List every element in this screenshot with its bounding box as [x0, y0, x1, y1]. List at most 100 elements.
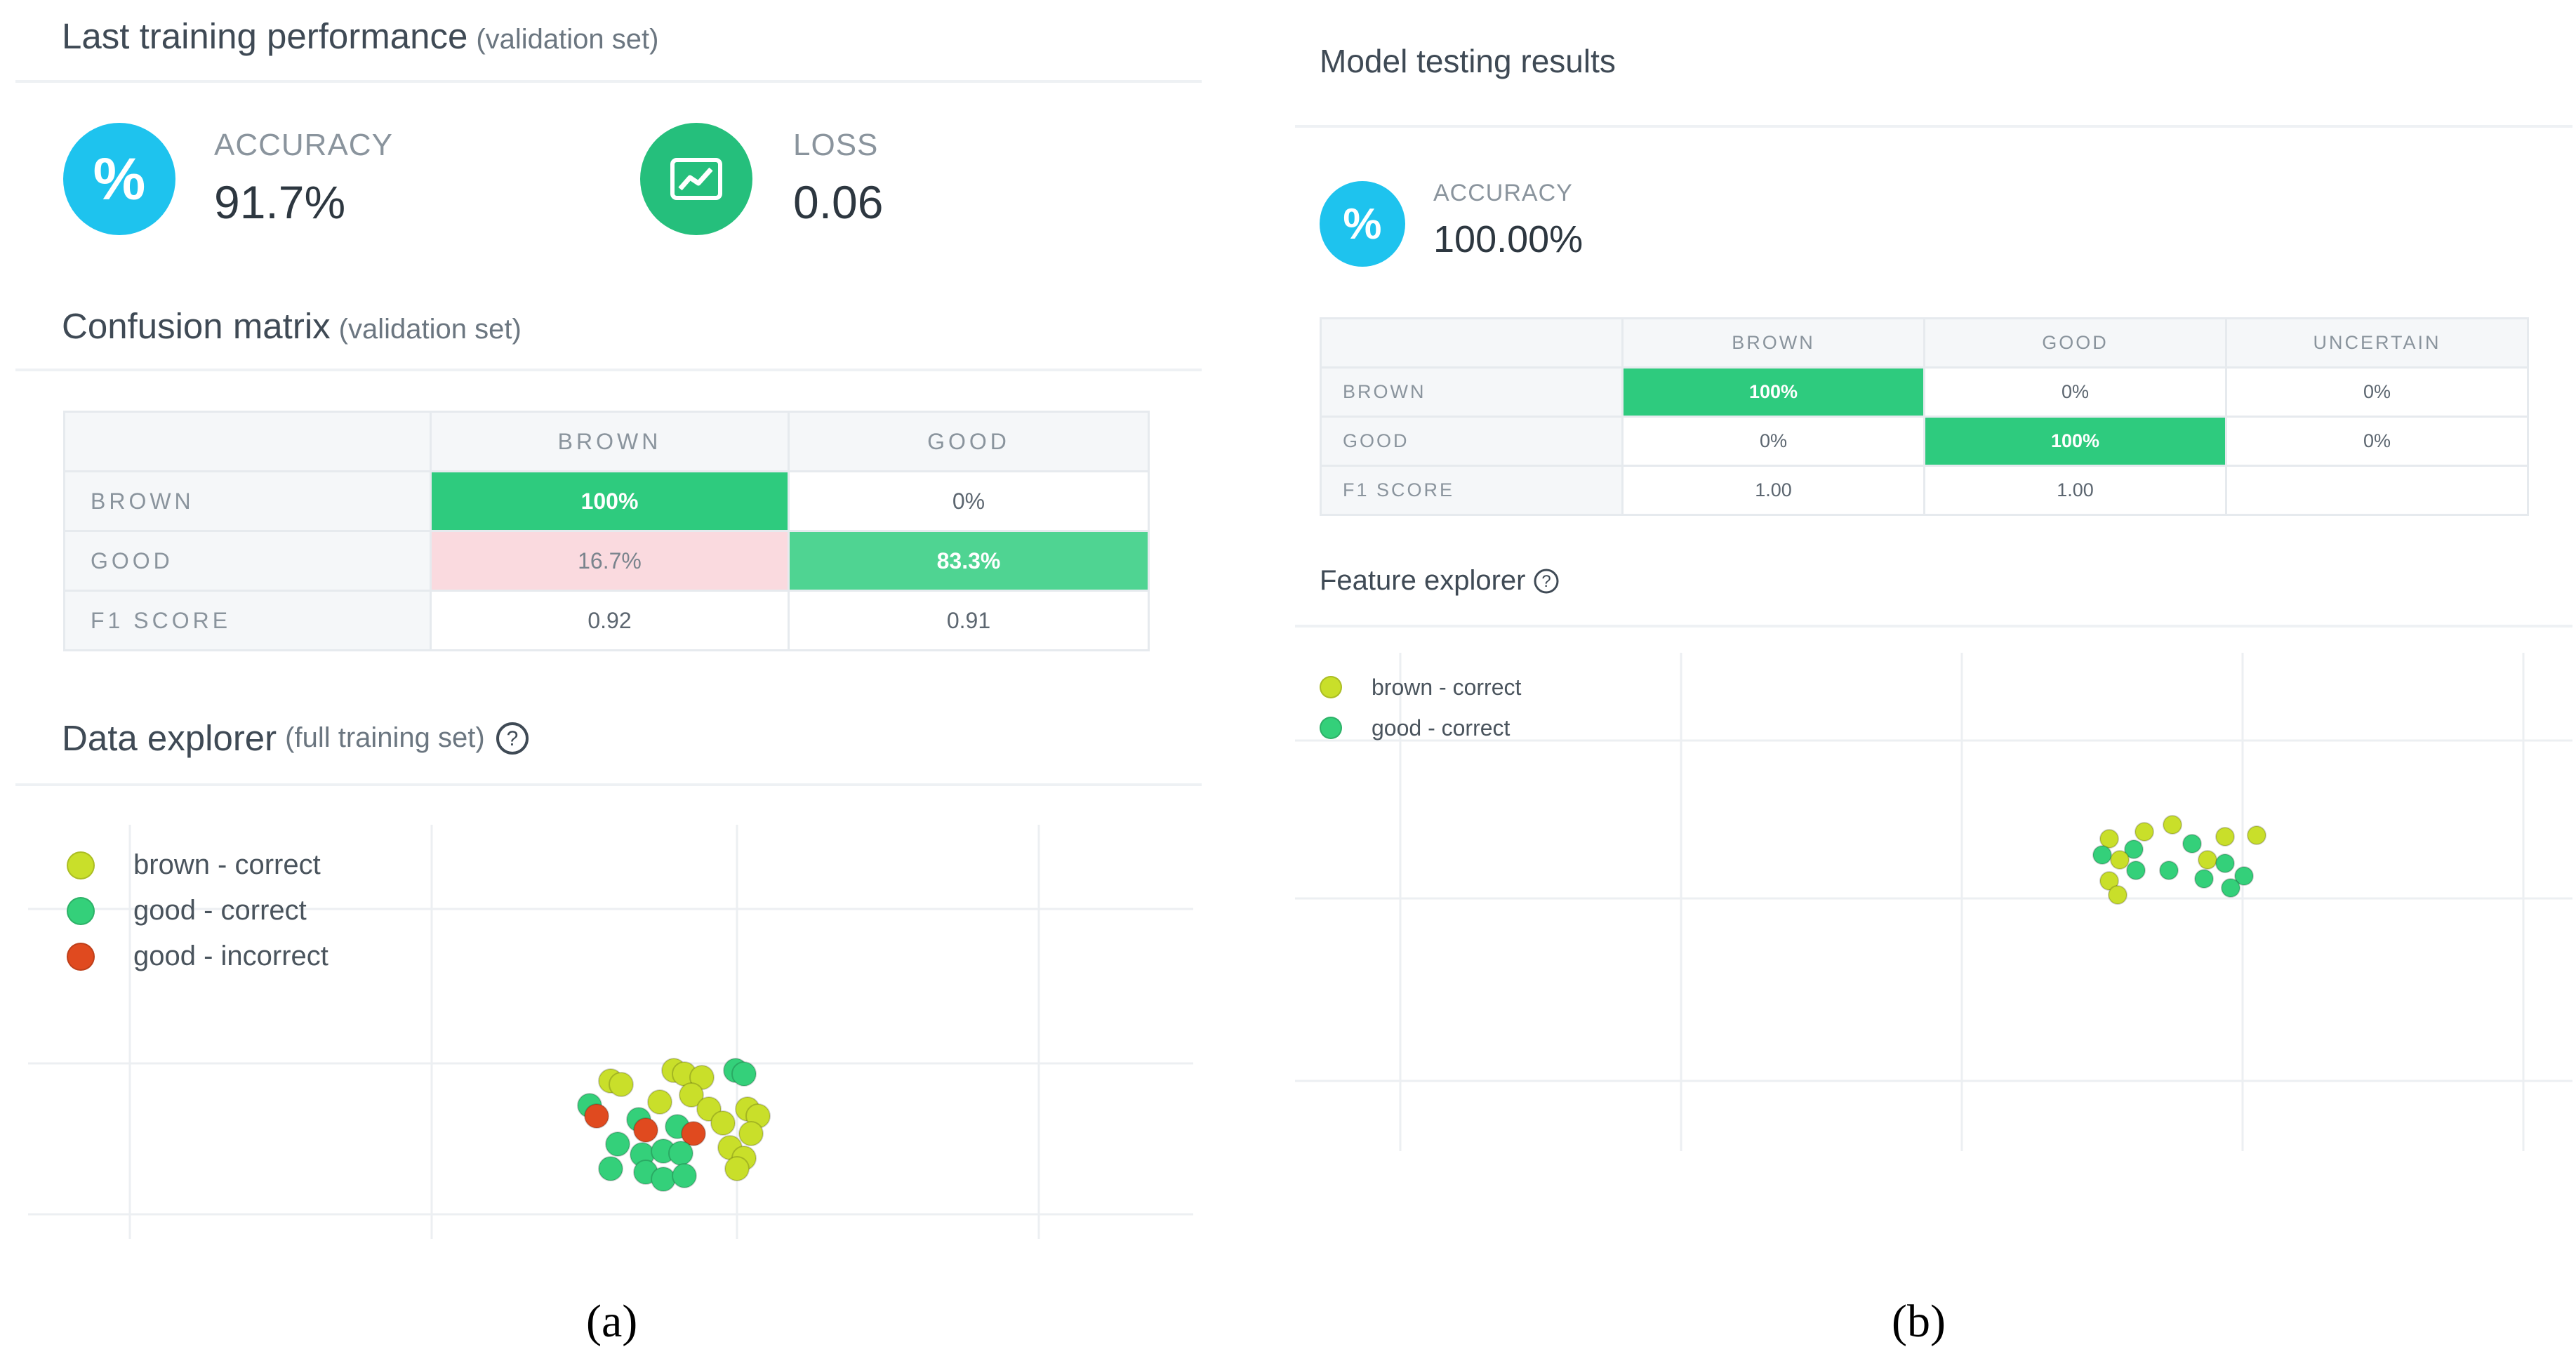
- scatter-point: [598, 1156, 623, 1181]
- column-header: BROWN: [430, 411, 790, 472]
- scatter-point: [2163, 815, 2182, 835]
- scatter-point: [2124, 839, 2144, 859]
- feature-explorer-title: Feature explorer ?: [1320, 565, 1560, 597]
- scatter-point: [2234, 866, 2254, 886]
- scatter-point: [2194, 869, 2214, 889]
- accuracy-value: 91.7%: [214, 176, 346, 228]
- divider: [15, 369, 1202, 371]
- svg-text:?: ?: [506, 727, 518, 750]
- scatter-point: [668, 1141, 693, 1166]
- row-header: GOOD: [63, 530, 432, 592]
- divider: [1295, 125, 2572, 128]
- accuracy-value: 100.00%: [1433, 218, 1584, 260]
- scatter-point: [724, 1156, 750, 1181]
- chart-line-icon: [640, 123, 752, 235]
- row-header: GOOD: [1320, 416, 1624, 467]
- percent-icon: %: [1320, 181, 1405, 267]
- confusion-subtitle-text: (validation set): [338, 314, 522, 345]
- matrix-cell: 0.92: [430, 590, 790, 651]
- legend-item: good - incorrect: [67, 934, 328, 979]
- divider: [15, 783, 1202, 786]
- confusion-matrix-title: Confusion matrix (validation set): [62, 305, 522, 347]
- feature-explorer-plot[interactable]: [1295, 653, 2572, 1158]
- scatter-point: [710, 1110, 736, 1136]
- explorer-title-text: Data explorer: [62, 718, 277, 758]
- loss-value: 0.06: [793, 176, 884, 228]
- legend-label: good - correct: [1372, 715, 1511, 741]
- caption-b: (b): [1892, 1296, 1946, 1347]
- matrix-cell: 0.91: [788, 590, 1150, 651]
- scatter-point: [2198, 850, 2217, 870]
- matrix-cell: 100%: [1923, 416, 2227, 467]
- confusion-matrix-table: BROWN GOOD BROWN 100% 0% GOOD 16.7% 83.3…: [63, 411, 1150, 651]
- legend-label: brown - correct: [1372, 674, 1522, 700]
- scatter-point: [584, 1103, 609, 1129]
- legend-label: brown - correct: [133, 849, 321, 880]
- caption-a: (a): [586, 1296, 638, 1347]
- scatter-point: [2215, 827, 2235, 847]
- legend: brown - correct good - correct: [1320, 667, 1521, 748]
- explorer-title-text: Feature explorer: [1320, 565, 1526, 596]
- scatter-point: [2215, 854, 2235, 873]
- legend-swatch: [1320, 717, 1342, 739]
- training-performance-title: Last training performance (validation set…: [62, 15, 658, 57]
- model-testing-title: Model testing results: [1320, 42, 1616, 80]
- scatter-point: [2110, 850, 2130, 870]
- legend-label: good - incorrect: [133, 941, 328, 971]
- scatter-point: [672, 1163, 697, 1188]
- legend-item: good - correct: [1320, 708, 1521, 748]
- matrix-cell: 0%: [788, 470, 1150, 532]
- question-circle-icon[interactable]: ?: [495, 721, 530, 756]
- scatter-point: [2221, 878, 2240, 898]
- matrix-cell: 16.7%: [430, 530, 790, 592]
- scatter-point: [2135, 822, 2154, 842]
- scatter-point: [738, 1121, 764, 1146]
- legend-item: brown - correct: [1320, 667, 1521, 708]
- column-header: UNCERTAIN: [2225, 317, 2529, 369]
- matrix-cell: 0%: [1923, 366, 2227, 418]
- row-header: BROWN: [63, 470, 432, 532]
- matrix-cell: 83.3%: [788, 530, 1150, 592]
- matrix-cell: 1.00: [1621, 465, 1925, 516]
- legend-swatch: [67, 896, 95, 925]
- matrix-cell: 0%: [1621, 416, 1925, 467]
- training-title-text: Last training performance: [62, 16, 468, 56]
- row-header: BROWN: [1320, 366, 1624, 418]
- matrix-cell: 100%: [1621, 366, 1925, 418]
- accuracy-label: ACCURACY: [1433, 180, 1573, 206]
- corner-cell: [1320, 317, 1624, 369]
- legend-swatch: [1320, 676, 1342, 698]
- scatter-point: [2099, 829, 2119, 849]
- data-explorer-title: Data explorer (full training set) ?: [62, 717, 530, 759]
- scatter-points: [2092, 815, 2266, 905]
- column-header: GOOD: [788, 411, 1150, 472]
- row-header: F1 SCORE: [63, 590, 432, 651]
- scatter-point: [2247, 825, 2266, 845]
- legend-item: good - correct: [67, 888, 328, 934]
- scatter-point: [609, 1072, 634, 1097]
- svg-text:?: ?: [1542, 572, 1551, 591]
- legend-swatch: [67, 851, 95, 879]
- explorer-subtitle-text: (full training set): [285, 722, 485, 753]
- scatter-point: [2108, 885, 2127, 905]
- testing-title-text: Model testing results: [1320, 43, 1616, 79]
- scatter-point: [681, 1121, 706, 1146]
- matrix-cell: 0%: [2225, 366, 2529, 418]
- confusion-title-text: Confusion matrix: [62, 306, 331, 346]
- accuracy-label: ACCURACY: [214, 128, 393, 162]
- scatter-point: [605, 1131, 630, 1157]
- scatter-point: [647, 1089, 672, 1115]
- scatter-point: [651, 1167, 676, 1192]
- matrix-cell: 0%: [2225, 416, 2529, 467]
- legend-item: brown - correct: [67, 842, 328, 888]
- legend-label: good - correct: [133, 895, 307, 926]
- scatter-point: [2092, 845, 2112, 865]
- legend-swatch: [67, 942, 95, 971]
- percent-icon: %: [63, 123, 175, 235]
- divider: [15, 80, 1202, 83]
- divider: [1295, 625, 2572, 628]
- panel-a: Last training performance (validation set…: [0, 0, 1207, 1361]
- question-circle-icon[interactable]: ?: [1532, 567, 1560, 595]
- panel-b: Model testing results % ACCURACY 100.00%…: [1292, 0, 2576, 1361]
- data-explorer-plot[interactable]: [28, 825, 1193, 1246]
